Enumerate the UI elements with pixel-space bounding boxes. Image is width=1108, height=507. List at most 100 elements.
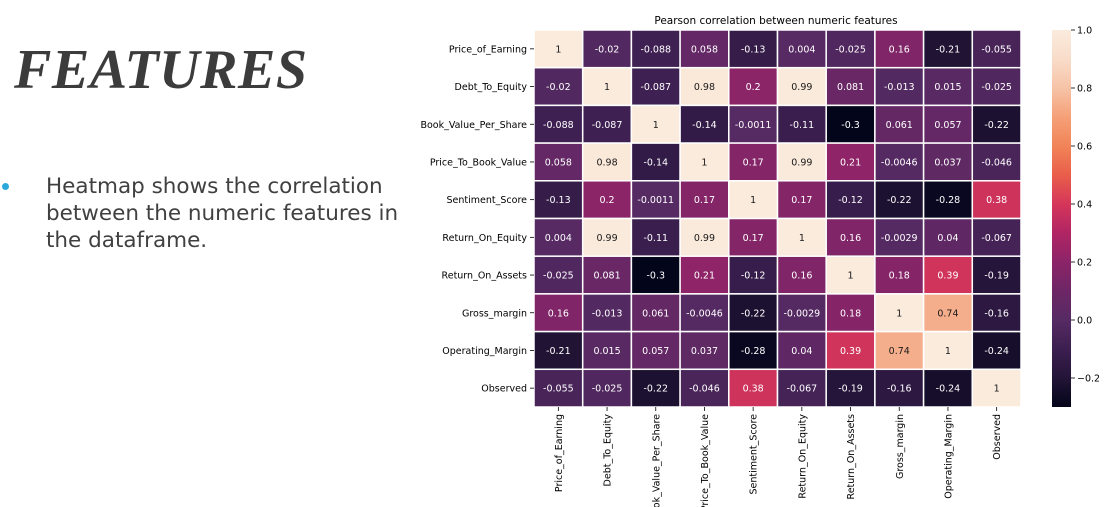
cell-value-label: -0.025 — [592, 384, 623, 395]
heatmap-cell — [630, 217, 681, 257]
heatmap-cell — [679, 66, 730, 107]
cell-value-label: -0.13 — [741, 44, 766, 55]
heatmap-cell — [581, 180, 633, 220]
col-tick-label: Operating_Margin — [943, 414, 954, 499]
cell-value-label: 0.004 — [545, 233, 572, 244]
col-tick-label: Debt_To_Equity — [603, 414, 614, 487]
cell-value-label: 0.04 — [937, 233, 958, 244]
heatmap-cell — [776, 293, 827, 333]
row-tick-label: Gross_margin — [462, 308, 527, 319]
slide-title: FEATURES — [14, 39, 308, 101]
row-tick-label: Operating_Margin — [442, 346, 527, 357]
heatmap-cell — [581, 142, 633, 182]
heatmap-cell — [533, 368, 584, 408]
row-tick-label: Return_On_Equity — [442, 233, 527, 244]
cell-value-label: -0.025 — [835, 44, 866, 55]
cell-value-label: 0.38 — [986, 195, 1007, 206]
cell-value-label: -0.02 — [595, 44, 620, 55]
heatmap-cell — [776, 104, 827, 144]
cell-value-label: 0.081 — [593, 271, 620, 282]
heatmap-cell — [776, 330, 827, 371]
heatmap-cell — [874, 142, 925, 182]
cell-value-label: -0.0029 — [881, 233, 918, 244]
cell-value-label: -0.046 — [689, 384, 720, 395]
heatmap-cell — [728, 104, 779, 144]
cell-value-label: -0.11 — [643, 233, 668, 244]
col-tick-labels: Price_of_Earning Debt_To_Equity ook_Value_… — [554, 407, 1003, 507]
cell-value-label: 1 — [555, 44, 561, 55]
heatmap-cell — [728, 29, 779, 69]
cell-value-label: 1 — [799, 233, 805, 244]
heatmap-cell — [776, 217, 827, 257]
cell-value-label: 0.061 — [886, 120, 913, 131]
cell-value-label: 0.16 — [791, 271, 812, 282]
heatmap-cell — [825, 66, 876, 107]
heatmap-cell — [971, 368, 1022, 408]
heatmap-cell — [776, 66, 827, 107]
cell-value-label: 0.16 — [840, 233, 861, 244]
cell-value-label: -0.087 — [640, 82, 671, 93]
cell-value-label: 0.38 — [743, 384, 764, 395]
cell-value-label: -0.14 — [692, 120, 717, 131]
cell-value-label: 0.98 — [694, 82, 715, 93]
bullet-dot-icon — [2, 183, 9, 190]
heatmap-cell — [825, 29, 876, 69]
heatmap-cell — [874, 66, 925, 107]
cell-value-label: 1 — [945, 346, 951, 357]
cell-value-label: -0.28 — [936, 195, 961, 206]
cell-value-label: 1 — [848, 271, 854, 282]
cell-value-label: 1 — [604, 82, 610, 93]
colorbar-tick-label: −0.2 — [1077, 374, 1100, 385]
heatmap-cells: 1 -0.02 -0.088 0.058 -0.13 0.004 -0.025 0.16 -0.… — [533, 29, 1022, 408]
row-tick-label: Sentiment_Score — [447, 195, 528, 206]
cell-value-label: -0.0011 — [637, 195, 674, 206]
cell-value-label: -0.16 — [887, 384, 912, 395]
cell-value-label: -0.067 — [787, 384, 818, 395]
cell-value-label: 0.037 — [934, 157, 961, 168]
col-tick-label: Sentiment_Score — [749, 414, 760, 495]
cell-value-label: -0.19 — [838, 384, 863, 395]
heatmap-cell — [922, 142, 974, 182]
cell-value-label: -0.0046 — [881, 157, 918, 168]
cell-value-label: 0.17 — [743, 233, 764, 244]
row-tick-label: Observed — [481, 384, 527, 395]
cell-value-label: 0.058 — [545, 157, 572, 168]
colorbar-ticks: 1.0 0.8 0.6 0.4 0.2 0.0 −0.2 — [1071, 26, 1100, 385]
cell-value-label: -0.025 — [543, 271, 574, 282]
cell-value-label: -0.0046 — [686, 308, 723, 319]
heatmap-cell — [971, 293, 1022, 333]
cell-value-label: -0.24 — [984, 346, 1009, 357]
heatmap-cell — [630, 368, 681, 408]
cell-value-label: -0.16 — [984, 308, 1009, 319]
heatmap-cell — [776, 29, 827, 69]
col-tick-label: Return_On_Equity — [797, 414, 808, 499]
cell-value-label: 0.39 — [840, 346, 861, 357]
cell-value-label: 0.16 — [548, 308, 569, 319]
cell-value-label: -0.22 — [984, 120, 1009, 131]
cell-value-label: -0.21 — [546, 346, 571, 357]
cell-value-label: -0.3 — [646, 271, 665, 282]
cell-value-label: 0.99 — [596, 233, 617, 244]
cell-value-label: 1 — [896, 308, 902, 319]
colorbar-tick-label: 1.0 — [1077, 26, 1092, 37]
chart-title: Pearson correlation between numeric feat… — [654, 15, 897, 27]
heatmap-cell — [630, 293, 681, 333]
cell-value-label: -0.28 — [741, 346, 766, 357]
heatmap-cell — [825, 368, 876, 408]
heatmap-cell — [630, 330, 681, 371]
cell-value-label: -0.12 — [838, 195, 863, 206]
col-tick-label: Return_On_Assets — [846, 414, 857, 499]
cell-value-label: -0.11 — [790, 120, 815, 131]
heatmap-cell — [630, 66, 681, 107]
row-tick-label: Price_To_Book_Value — [430, 157, 527, 168]
cell-value-label: 0.061 — [642, 308, 669, 319]
cell-value-label: 1 — [701, 157, 707, 168]
heatmap-cell — [825, 217, 876, 257]
cell-value-label: 0.2 — [599, 195, 614, 206]
heatmap-cell — [776, 368, 827, 408]
cell-value-label: -0.046 — [981, 157, 1012, 168]
cell-value-label: 0.74 — [889, 346, 910, 357]
cell-value-label: -0.087 — [592, 120, 623, 131]
cell-value-label: 1 — [653, 120, 659, 131]
heatmap-cell — [922, 330, 974, 371]
